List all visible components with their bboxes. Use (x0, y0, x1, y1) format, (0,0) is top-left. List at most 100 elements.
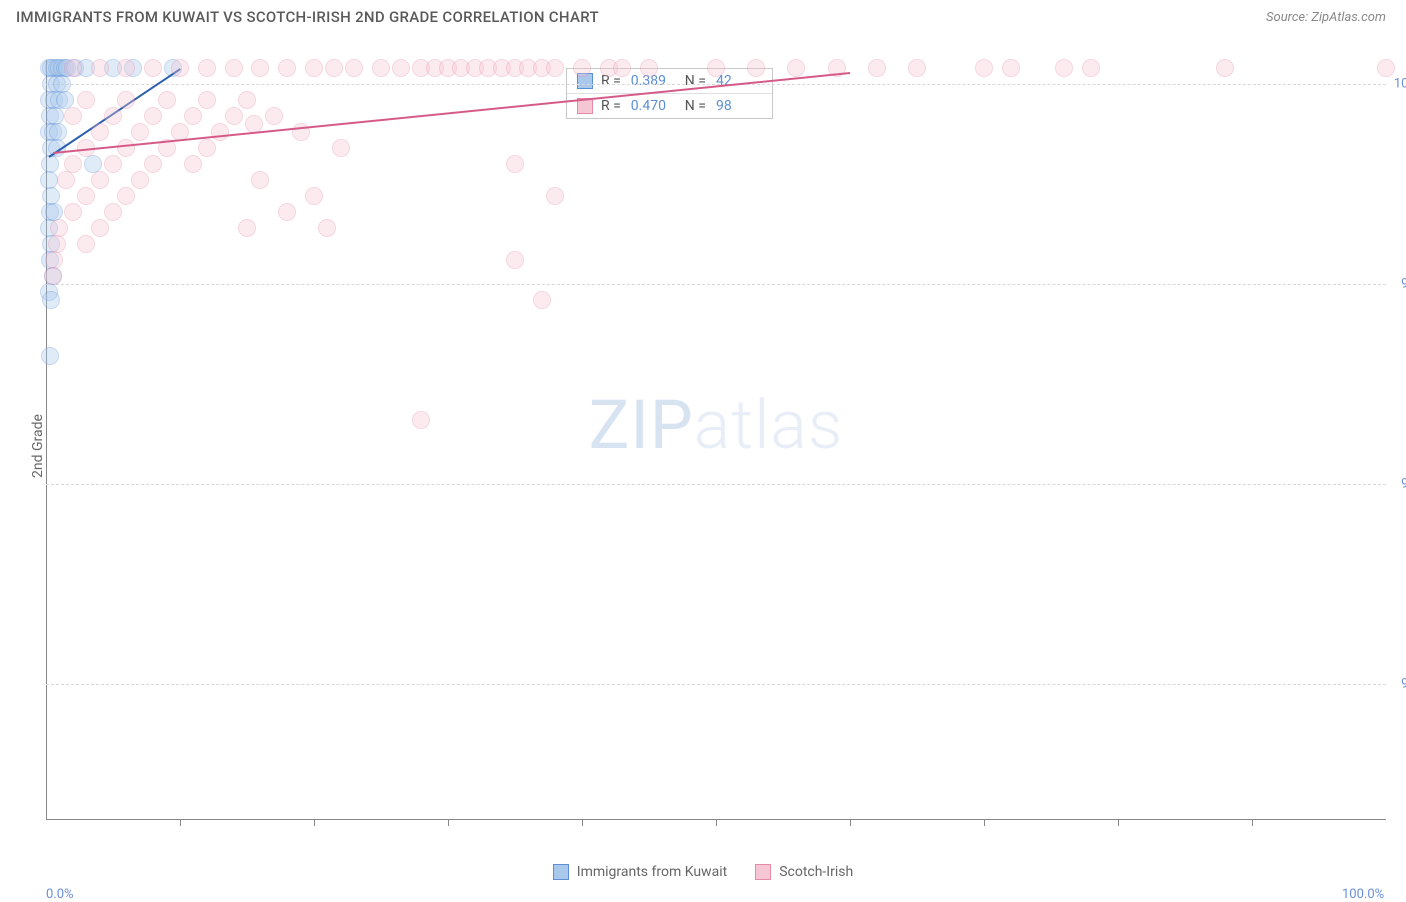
x-tick (1118, 820, 1119, 826)
data-point (278, 59, 296, 77)
x-tick (180, 820, 181, 826)
data-point (787, 59, 805, 77)
data-point (48, 235, 66, 253)
data-point (57, 171, 75, 189)
data-point (251, 171, 269, 189)
data-point (238, 91, 256, 109)
y-tick-label: 97.5% (1401, 277, 1406, 292)
data-point (533, 291, 551, 309)
y-tick-label: 92.5% (1401, 677, 1406, 692)
data-point (91, 123, 109, 141)
data-point (211, 123, 229, 141)
x-tick (1252, 820, 1253, 826)
x-tick (984, 820, 985, 826)
data-point (412, 411, 430, 429)
x-tick-label: 0.0% (46, 887, 74, 902)
stats-r-value: 0.470 (631, 98, 677, 114)
data-point (144, 155, 162, 173)
data-point (238, 219, 256, 237)
stats-n-label: N = (685, 98, 706, 114)
data-point (77, 91, 95, 109)
data-point (868, 59, 886, 77)
y-tick-label: 100.0% (1394, 77, 1406, 92)
legend-label: Scotch-Irish (779, 864, 853, 880)
gridline (46, 284, 1386, 285)
data-point (1082, 59, 1100, 77)
stats-box: R =0.389N =42R =0.470N =98 (566, 68, 773, 119)
x-tick (448, 820, 449, 826)
data-point (613, 59, 631, 77)
data-point (392, 59, 410, 77)
stats-n-value: 98 (716, 98, 762, 114)
data-point (640, 59, 658, 77)
y-tick-label: 95.0% (1401, 477, 1406, 492)
data-point (707, 59, 725, 77)
data-point (345, 59, 363, 77)
x-tick (716, 820, 717, 826)
legend-item: Immigrants from Kuwait (553, 864, 727, 880)
data-point (91, 219, 109, 237)
data-point (573, 59, 591, 77)
data-point (305, 187, 323, 205)
data-point (1216, 59, 1234, 77)
watermark: ZIPatlas (589, 385, 844, 465)
data-point (131, 123, 149, 141)
data-point (184, 155, 202, 173)
data-point (975, 59, 993, 77)
stats-r-label: R = (601, 98, 621, 114)
legend-item: Scotch-Irish (755, 864, 853, 880)
data-point (506, 251, 524, 269)
data-point (117, 91, 135, 109)
data-point (184, 107, 202, 125)
data-point (278, 203, 296, 221)
data-point (1055, 59, 1073, 77)
legend-swatch (755, 864, 771, 880)
data-point (117, 187, 135, 205)
chart-area: ZIPatlas R =0.389N =42R =0.470N =98 92.5… (46, 60, 1386, 820)
chart-title: IMMIGRANTS FROM KUWAIT VS SCOTCH-IRISH 2… (16, 8, 599, 26)
data-point (305, 59, 323, 77)
legend-label: Immigrants from Kuwait (577, 864, 727, 880)
data-point (506, 155, 524, 173)
x-tick (582, 820, 583, 826)
data-point (50, 219, 68, 237)
data-point (1002, 59, 1020, 77)
data-point (198, 59, 216, 77)
legend-swatch (553, 864, 569, 880)
data-point (144, 107, 162, 125)
data-point (131, 171, 149, 189)
data-point (64, 107, 82, 125)
data-point (158, 91, 176, 109)
x-tick-label: 100.0% (1342, 887, 1384, 902)
data-point (117, 59, 135, 77)
data-point (198, 91, 216, 109)
data-point (44, 267, 62, 285)
data-point (104, 155, 122, 173)
x-tick (314, 820, 315, 826)
data-point (325, 59, 343, 77)
data-point (77, 235, 95, 253)
data-point (41, 347, 59, 365)
data-point (64, 59, 82, 77)
data-point (318, 219, 336, 237)
data-point (546, 59, 564, 77)
data-point (64, 203, 82, 221)
data-point (251, 59, 269, 77)
data-point (225, 59, 243, 77)
data-point (104, 107, 122, 125)
data-point (908, 59, 926, 77)
data-point (332, 139, 350, 157)
data-point (372, 59, 390, 77)
data-point (42, 291, 60, 309)
y-axis-label: 2nd Grade (30, 414, 46, 478)
bottom-legend: Immigrants from Kuwait Scotch-Irish (0, 864, 1406, 880)
data-point (104, 203, 122, 221)
data-point (546, 187, 564, 205)
data-point (171, 59, 189, 77)
source-label: Source: ZipAtlas.com (1266, 10, 1386, 25)
data-point (117, 139, 135, 157)
gridline (46, 484, 1386, 485)
data-point (747, 59, 765, 77)
data-point (1377, 59, 1395, 77)
gridline (46, 684, 1386, 685)
